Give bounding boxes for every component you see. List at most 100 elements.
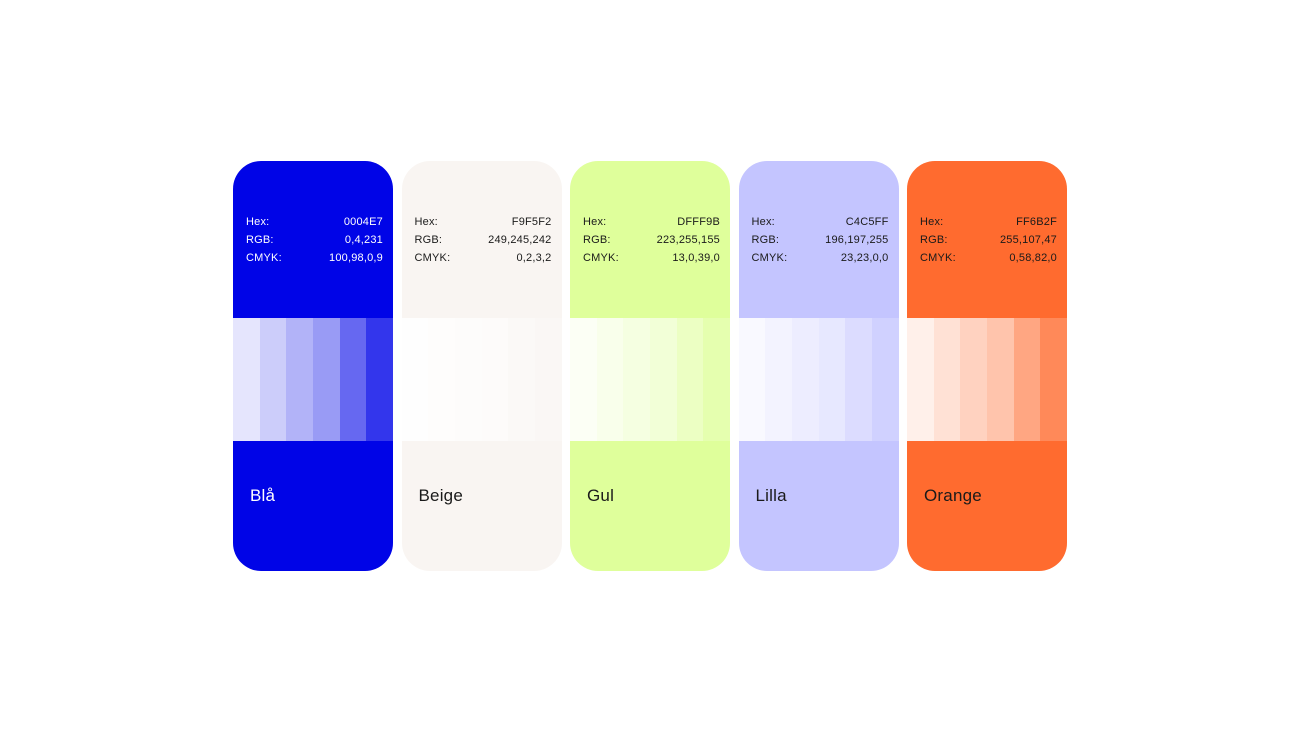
rgb-row: RGB: 0,4,231 <box>246 231 383 249</box>
rgb-label: RGB: <box>414 234 443 246</box>
tint-swatch-60 <box>1013 318 1041 441</box>
tint-swatch-40 <box>650 318 677 441</box>
cmyk-value: 0,58,82,0 <box>1009 252 1057 264</box>
tint-swatch-40 <box>987 318 1014 441</box>
color-specs: Hex: DFFF9B RGB: 223,255,155 CMYK: 13,0,… <box>570 161 730 318</box>
hex-row: Hex: DFFF9B <box>583 213 720 231</box>
rgb-row: RGB: 223,255,155 <box>583 231 720 249</box>
cmyk-value: 13,0,39,0 <box>672 252 720 264</box>
tint-swatch-80 <box>366 318 393 441</box>
tint-swatch-40 <box>818 318 846 441</box>
tint-strip <box>570 318 730 441</box>
cmyk-row: CMYK: 0,58,82,0 <box>920 249 1057 267</box>
tint-swatch-60 <box>339 318 367 441</box>
tint-swatch-60 <box>676 318 704 441</box>
hex-label: Hex: <box>751 216 775 228</box>
tint-swatch-30 <box>286 318 314 441</box>
hex-row: Hex: F9F5F2 <box>415 213 552 231</box>
hex-value: 0004E7 <box>343 216 383 228</box>
tint-swatch-60 <box>508 318 535 441</box>
color-name-section: Lilla <box>738 441 899 571</box>
cmyk-row: CMYK: 100,98,0,9 <box>246 249 383 267</box>
color-name-section: Blå <box>233 441 393 571</box>
tint-strip <box>233 318 393 441</box>
color-card-orange: Hex: FF6B2F RGB: 255,107,47 CMYK: 0,58,8… <box>907 161 1067 571</box>
tint-swatch-20 <box>596 318 624 441</box>
tint-strip <box>907 318 1067 441</box>
rgb-value: 249,245,242 <box>488 234 552 246</box>
tint-swatch-20 <box>765 318 792 441</box>
tint-swatch-40 <box>313 318 340 441</box>
rgb-label: RGB: <box>920 234 948 246</box>
color-card-blå: Hex: 0004E7 RGB: 0,4,231 CMYK: 100,98,0,… <box>233 161 393 571</box>
tint-swatch-80 <box>703 318 730 441</box>
hex-value: DFFF9B <box>677 216 720 228</box>
rgb-value: 223,255,155 <box>656 234 720 246</box>
color-name: Gul <box>587 486 615 505</box>
rgb-row: RGB: 249,245,242 <box>415 231 552 249</box>
cmyk-value: 100,98,0,9 <box>329 252 383 264</box>
rgb-row: RGB: 255,107,47 <box>920 231 1057 249</box>
tint-swatch-80 <box>871 318 899 441</box>
tint-swatch-40 <box>481 318 509 441</box>
rgb-label: RGB: <box>246 234 274 246</box>
tint-swatch-10 <box>401 318 429 441</box>
cmyk-value: 0,2,3,2 <box>516 252 552 264</box>
color-specs: Hex: C4C5FF RGB: 196,197,255 CMYK: 23,23… <box>738 161 899 318</box>
cmyk-row: CMYK: 0,2,3,2 <box>415 249 552 267</box>
color-card-beige: Hex: F9F5F2 RGB: 249,245,242 CMYK: 0,2,3… <box>401 161 562 571</box>
cmyk-label: CMYK: <box>414 252 451 264</box>
tint-swatch-30 <box>960 318 988 441</box>
tint-swatch-20 <box>259 318 287 441</box>
palette: Hex: 0004E7 RGB: 0,4,231 CMYK: 100,98,0,… <box>233 161 1067 571</box>
color-name-section: Beige <box>401 441 562 571</box>
tint-swatch-10 <box>738 318 766 441</box>
cmyk-value: 23,23,0,0 <box>840 252 889 264</box>
tint-strip <box>738 318 899 441</box>
rgb-value: 255,107,47 <box>999 234 1057 246</box>
tint-strip <box>401 318 562 441</box>
tint-swatch-30 <box>454 318 482 441</box>
color-name-section: Orange <box>907 441 1067 571</box>
rgb-label: RGB: <box>583 234 611 246</box>
tint-swatch-10 <box>233 318 260 441</box>
tint-swatch-10 <box>907 318 934 441</box>
hex-value: FF6B2F <box>1016 216 1057 228</box>
cmyk-row: CMYK: 13,0,39,0 <box>583 249 720 267</box>
cmyk-label: CMYK: <box>751 252 788 264</box>
hex-value: F9F5F2 <box>511 216 552 228</box>
hex-label: Hex: <box>583 216 607 228</box>
rgb-row: RGB: 196,197,255 <box>752 231 889 249</box>
tint-swatch-20 <box>428 318 455 441</box>
hex-row: Hex: FF6B2F <box>920 213 1057 231</box>
rgb-value: 196,197,255 <box>825 234 889 246</box>
color-specs: Hex: F9F5F2 RGB: 249,245,242 CMYK: 0,2,3… <box>401 161 562 318</box>
cmyk-label: CMYK: <box>583 252 619 264</box>
color-name: Blå <box>250 486 276 505</box>
color-specs: Hex: FF6B2F RGB: 255,107,47 CMYK: 0,58,8… <box>907 161 1067 318</box>
cmyk-label: CMYK: <box>246 252 282 264</box>
tint-swatch-30 <box>791 318 819 441</box>
tint-swatch-10 <box>570 318 597 441</box>
rgb-label: RGB: <box>751 234 780 246</box>
color-name: Beige <box>418 486 463 505</box>
color-name-section: Gul <box>570 441 730 571</box>
hex-row: Hex: 0004E7 <box>246 213 383 231</box>
color-card-gul: Hex: DFFF9B RGB: 223,255,155 CMYK: 13,0,… <box>570 161 730 571</box>
hex-value: C4C5FF <box>845 216 889 228</box>
tint-swatch-30 <box>623 318 651 441</box>
cmyk-label: CMYK: <box>920 252 956 264</box>
hex-label: Hex: <box>246 216 270 228</box>
color-name: Orange <box>924 486 982 505</box>
tint-swatch-80 <box>1040 318 1067 441</box>
rgb-value: 0,4,231 <box>344 234 383 246</box>
color-specs: Hex: 0004E7 RGB: 0,4,231 CMYK: 100,98,0,… <box>233 161 393 318</box>
cmyk-row: CMYK: 23,23,0,0 <box>752 249 889 267</box>
hex-label: Hex: <box>920 216 944 228</box>
color-card-lilla: Hex: C4C5FF RGB: 196,197,255 CMYK: 23,23… <box>738 161 899 571</box>
tint-swatch-60 <box>845 318 872 441</box>
tint-swatch-80 <box>534 318 562 441</box>
hex-row: Hex: C4C5FF <box>752 213 889 231</box>
tint-swatch-20 <box>933 318 961 441</box>
